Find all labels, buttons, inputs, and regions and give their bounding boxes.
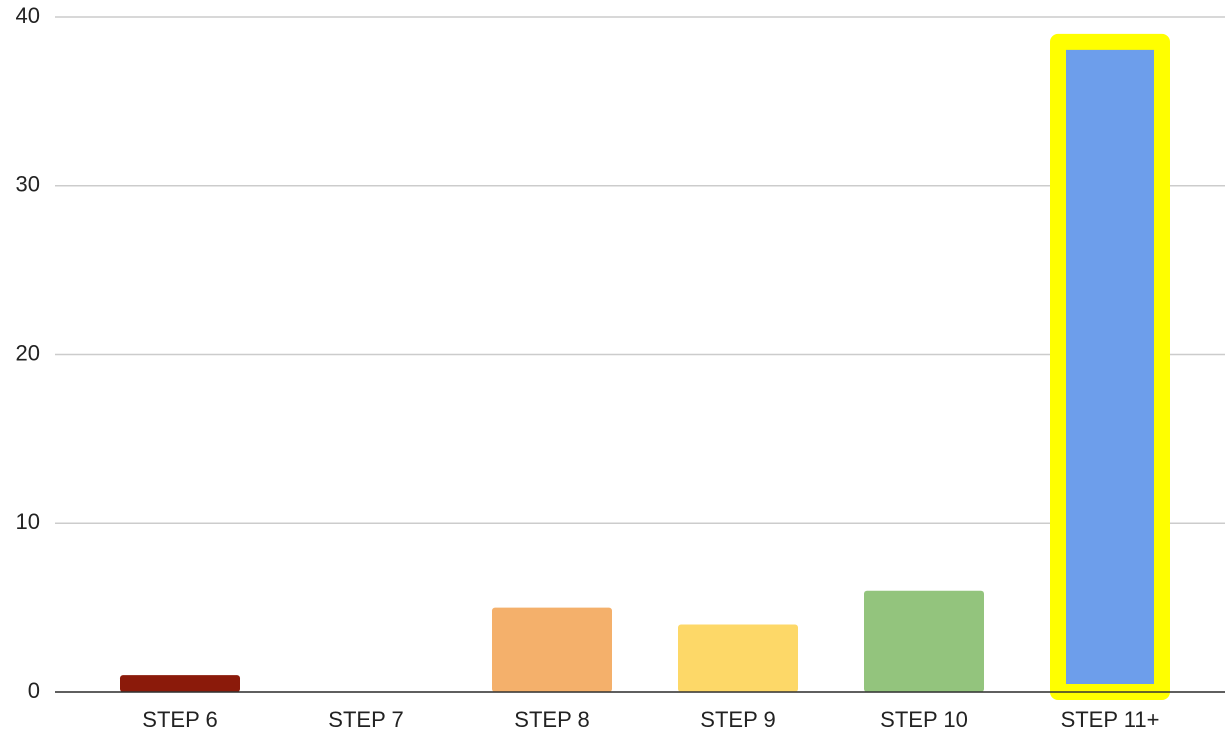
x-tick-label: STEP 7 — [328, 707, 403, 732]
bar — [864, 590, 984, 692]
y-tick-label: 10 — [16, 509, 40, 534]
bar — [1050, 33, 1170, 700]
bar — [678, 624, 798, 692]
bar — [492, 607, 612, 692]
x-tick-label: STEP 6 — [142, 707, 217, 732]
y-tick-label: 40 — [16, 3, 40, 28]
x-tick-label: STEP 10 — [880, 707, 968, 732]
x-tick-label: STEP 8 — [514, 707, 589, 732]
x-tick-label: STEP 11+ — [1061, 707, 1160, 732]
bar — [120, 675, 240, 692]
x-tick-label: STEP 9 — [700, 707, 775, 732]
y-tick-label: 30 — [16, 172, 40, 197]
y-tick-label: 0 — [28, 678, 40, 703]
y-tick-label: 20 — [16, 340, 40, 365]
